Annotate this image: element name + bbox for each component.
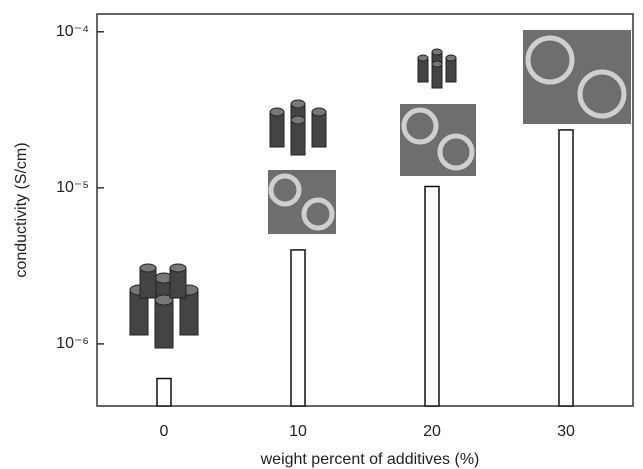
- chart: weight percent of additives (%) conducti…: [0, 0, 643, 469]
- x-axis-label: weight percent of additives (%): [260, 451, 480, 468]
- x-tick-label: 10: [289, 423, 307, 440]
- bar: [425, 186, 439, 406]
- x-tick-label: 20: [423, 423, 441, 440]
- cylinder-cluster: [130, 264, 198, 348]
- bar: [157, 379, 171, 406]
- bar: [559, 130, 573, 406]
- cylinder-cluster: [418, 49, 456, 88]
- gyroid-block: [268, 170, 336, 234]
- x-tick-label: 30: [557, 423, 575, 440]
- gyroid-block: [523, 30, 631, 124]
- y-tick-label: 10⁻⁶: [56, 335, 89, 352]
- y-tick-label: 10⁻⁵: [56, 179, 89, 196]
- bar: [291, 250, 305, 406]
- y-axis-label: conductivity (S/cm): [13, 142, 30, 277]
- cylinder-cluster: [270, 100, 326, 155]
- x-tick-label: 0: [160, 423, 169, 440]
- structure-illustrations: [130, 30, 631, 348]
- gyroid-block: [400, 104, 476, 176]
- y-tick-label: 10⁻⁴: [56, 23, 89, 40]
